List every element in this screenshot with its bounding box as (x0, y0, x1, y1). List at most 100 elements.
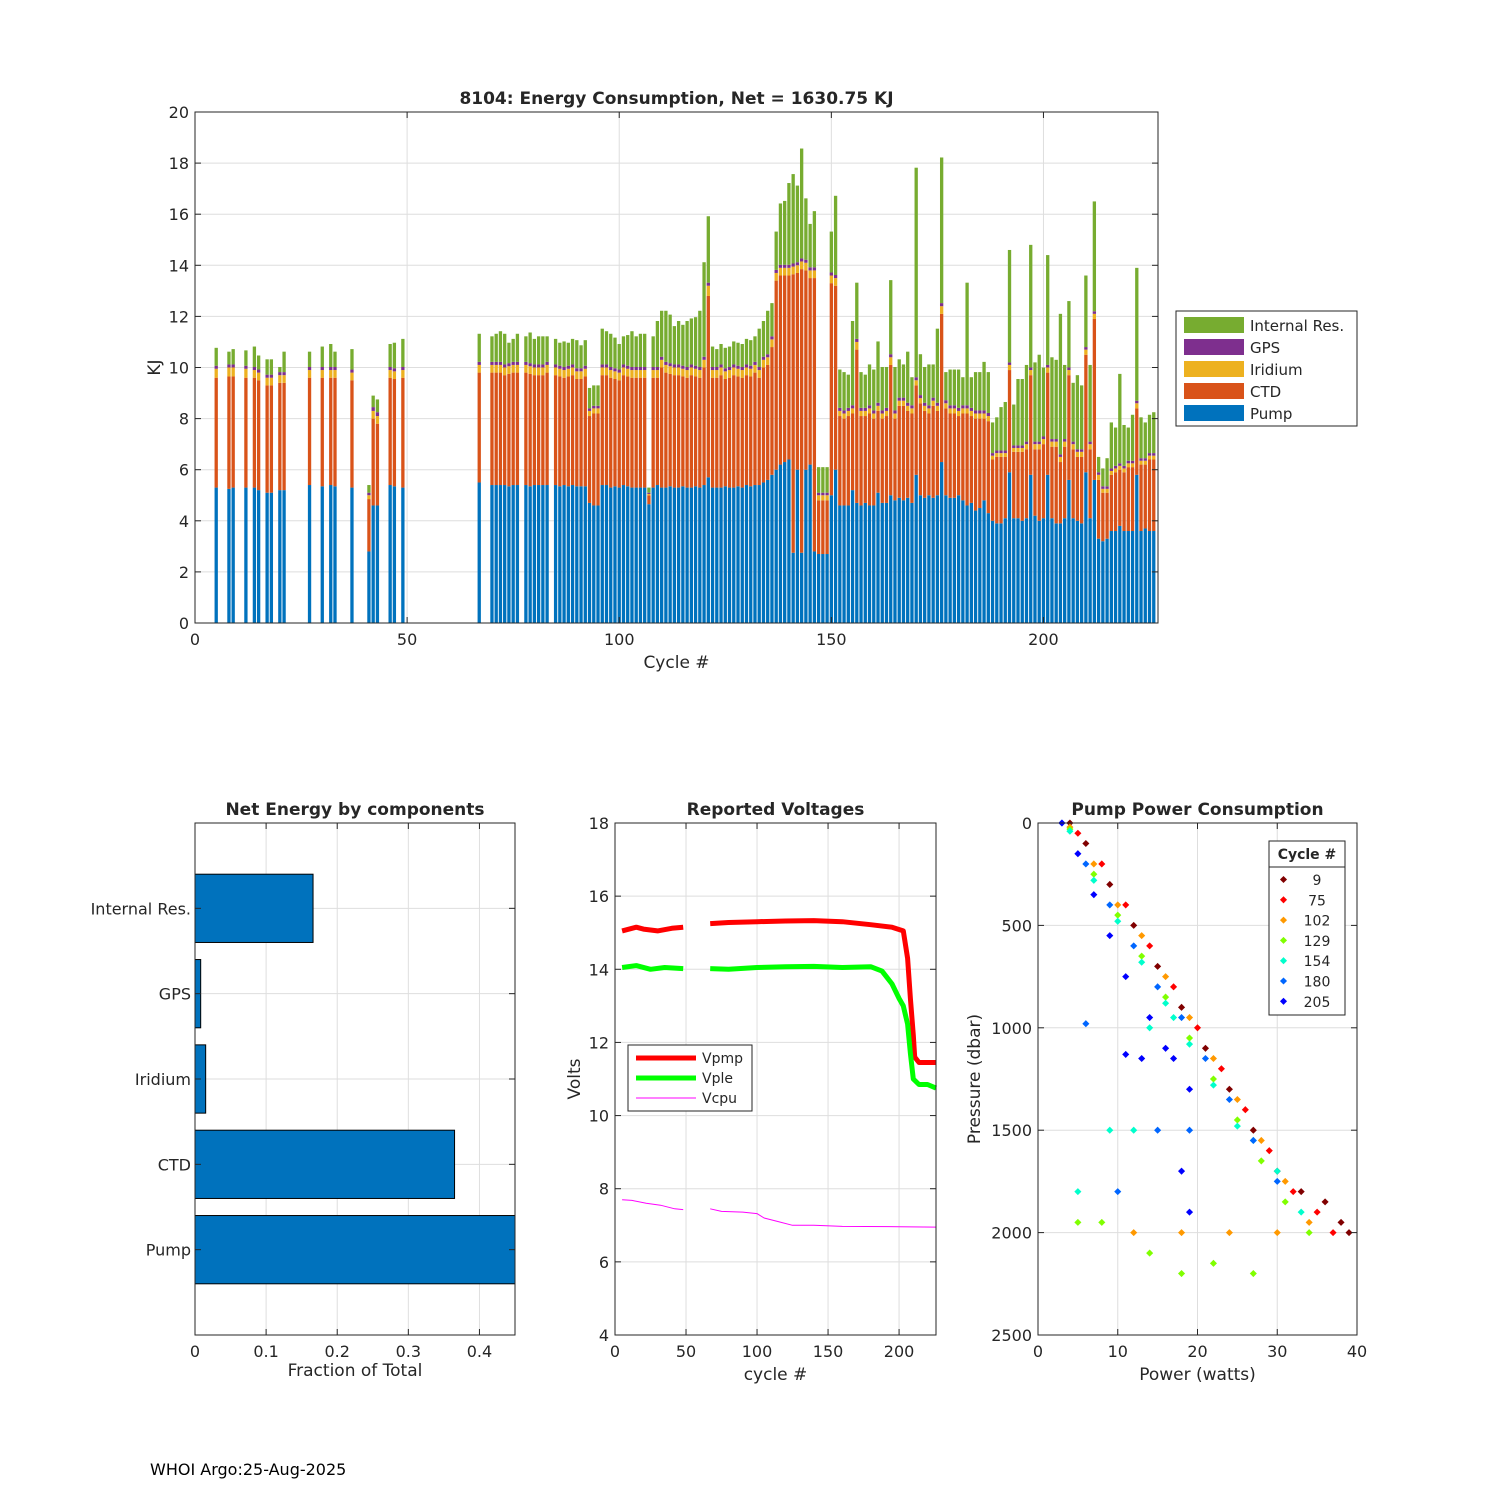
bar-gps (477, 361, 481, 365)
y-tick-label: 1500 (991, 1121, 1032, 1140)
bar-gps (812, 267, 817, 271)
bar-iridium (1012, 447, 1016, 452)
bar-internal (931, 364, 935, 398)
bar-pump (749, 486, 753, 623)
bar-internal (770, 303, 774, 337)
bar-internal (795, 185, 800, 263)
bar-gps (1084, 347, 1088, 350)
bar-internal (681, 324, 685, 366)
bar-pump (1033, 515, 1037, 623)
bar-ctd (867, 413, 872, 506)
bar-pump (1024, 518, 1029, 623)
bar-internal (825, 467, 829, 493)
bar-iridium (1067, 370, 1071, 376)
bar-pump (1020, 520, 1024, 623)
bar-ctd (948, 413, 952, 498)
bar-gps (329, 366, 333, 371)
bar-ctd (1143, 464, 1147, 529)
bar-pump (1003, 518, 1007, 623)
footer-label: WHOI Argo:25-Aug-2025 (150, 1460, 347, 1479)
bar-ctd (842, 418, 846, 506)
bar-iridium (265, 377, 269, 386)
bar-gps (727, 366, 732, 371)
x-tick-label: 100 (742, 1342, 773, 1361)
bar-gps (494, 361, 498, 365)
bar-gps (757, 366, 761, 371)
bar-iridium (698, 370, 702, 378)
bar-gps (956, 407, 961, 411)
bar-pump (939, 462, 944, 623)
voltage-line-vcpu (622, 1199, 684, 1211)
bar-pump (846, 505, 850, 623)
bar-internal (901, 364, 906, 398)
bar-internal (889, 280, 893, 355)
bar-iridium (621, 367, 626, 376)
bar-pump (532, 485, 537, 623)
bar-gps (626, 365, 630, 369)
bar-gps (702, 356, 706, 360)
bar-internal (1109, 422, 1113, 469)
bar-gps (715, 366, 719, 371)
bar-ctd (1003, 456, 1007, 519)
bar-gps (681, 365, 685, 369)
bar-ctd (1067, 375, 1071, 480)
bar-iridium (579, 371, 583, 379)
bar-ctd (545, 372, 549, 486)
bar-iridium (1135, 403, 1139, 409)
bar-pump (307, 485, 312, 623)
bar-pump (1147, 531, 1152, 623)
bar-gps (367, 492, 371, 496)
bar-gps (1029, 367, 1033, 371)
legend-swatch (1184, 405, 1244, 421)
bar-gps (388, 366, 392, 371)
bar-iridium (791, 266, 795, 275)
bar-internal (676, 320, 681, 365)
bar-iridium (821, 495, 825, 501)
bar-ctd (638, 377, 643, 488)
bar-internal (799, 148, 804, 259)
bar-iridium (808, 270, 812, 279)
bar-internal (375, 399, 380, 413)
bar-pump (956, 495, 961, 623)
bar-iridium (948, 408, 952, 414)
bar-ctd (655, 377, 660, 486)
bar-ctd (587, 416, 592, 503)
bar-pump (884, 502, 889, 623)
bar-gps (986, 412, 990, 417)
bar-internal (604, 331, 609, 365)
bar-pump (770, 474, 774, 623)
bar-internal (850, 320, 855, 406)
bar-gps (579, 368, 583, 372)
bar-pump (723, 486, 727, 623)
y-tick-label: 10 (169, 359, 189, 378)
bar-ctd (1092, 318, 1097, 480)
bar-pump (672, 487, 677, 623)
bar-ctd (1096, 479, 1101, 539)
x-axis-label: Power (watts) (1139, 1365, 1256, 1385)
bar-pump (736, 486, 740, 623)
voltage-line-vpmp (621, 924, 684, 934)
bar-internal (761, 320, 766, 357)
bar-ctd (227, 376, 231, 489)
bar-gps (766, 354, 770, 358)
bar-internal (498, 331, 503, 362)
bar-ctd (600, 375, 604, 486)
bar-pump (507, 486, 511, 623)
bar-internal (1007, 249, 1012, 363)
bar-iridium (604, 367, 609, 376)
bar-iridium (498, 364, 503, 373)
bar-internal (307, 351, 312, 367)
bar-internal (965, 282, 969, 406)
bar-iridium (910, 408, 914, 414)
bar-ctd (609, 377, 613, 488)
bar-gps (923, 402, 927, 406)
bar-internal (278, 366, 282, 373)
bar-iridium (973, 413, 978, 419)
bar-pump (244, 487, 248, 623)
bar-gps (698, 366, 702, 371)
component-bar (194, 1129, 456, 1199)
bar-gps (672, 364, 677, 368)
bar-pump (1063, 518, 1067, 623)
bar-pump (753, 485, 757, 623)
bar-pump (269, 492, 274, 623)
